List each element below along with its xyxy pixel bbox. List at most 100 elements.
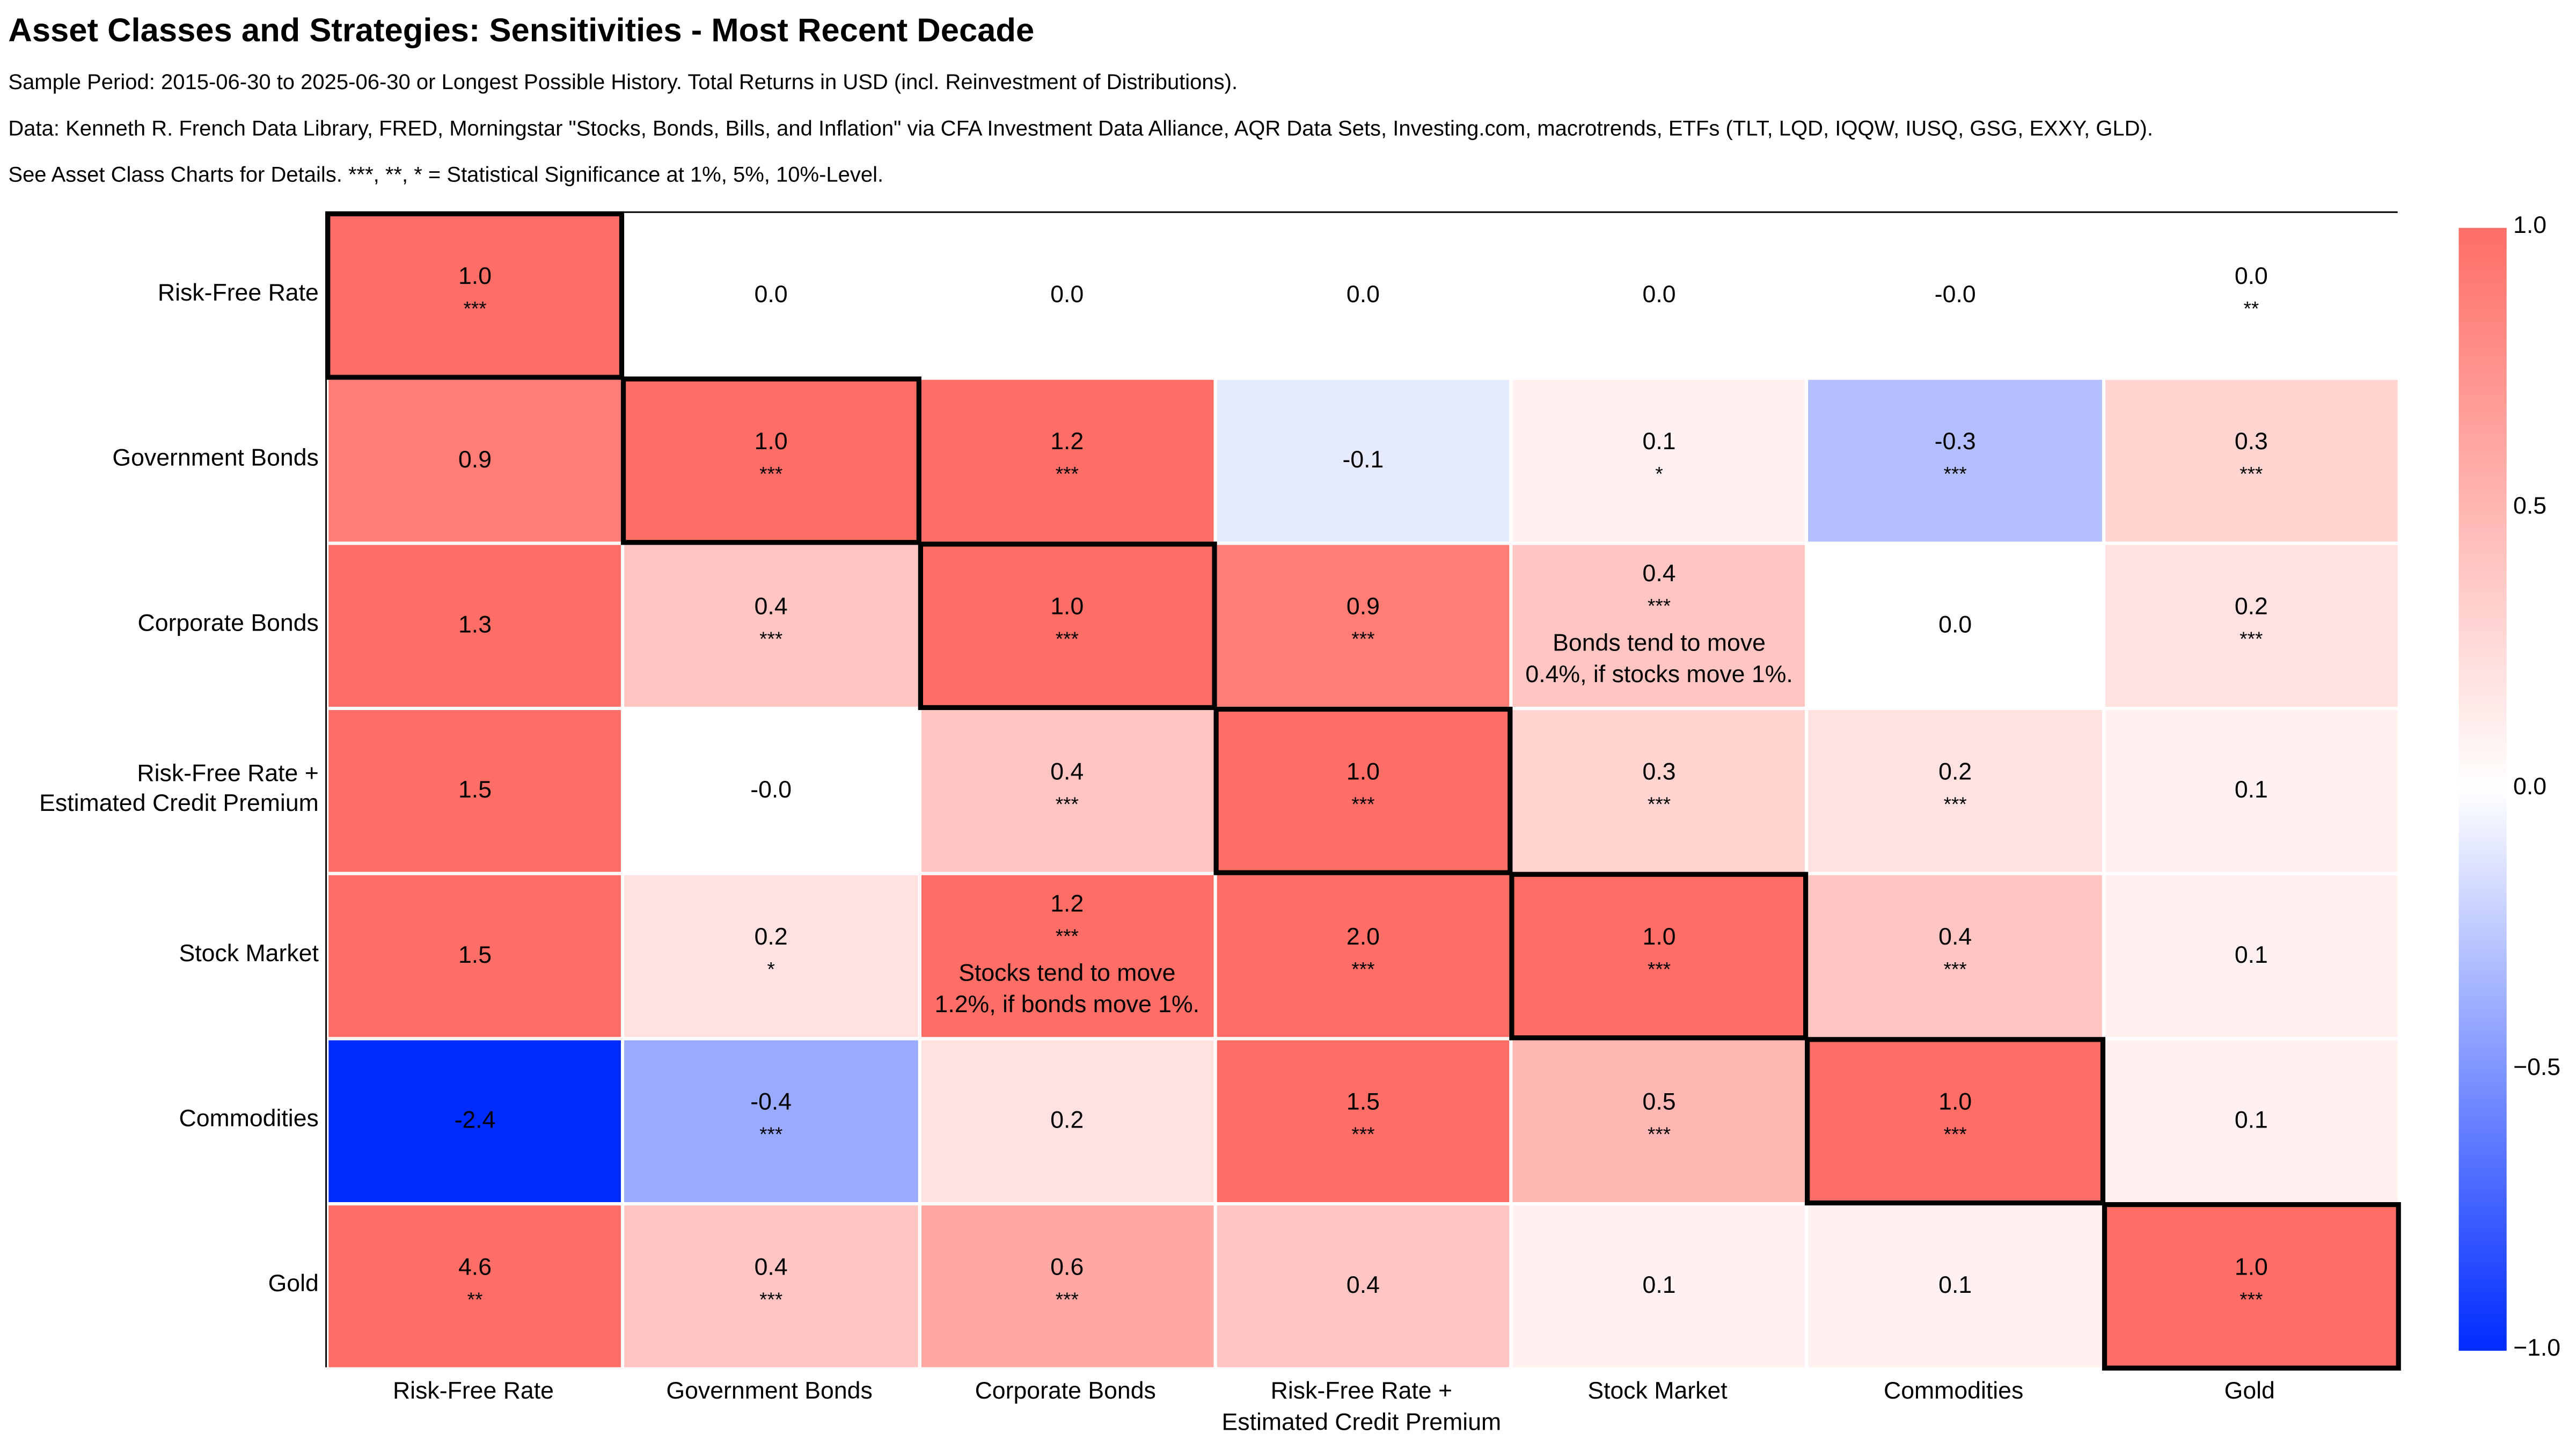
row-label-line: Estimated Credit Premium	[39, 791, 319, 818]
cell-value: 1.5	[458, 942, 492, 970]
colorbar	[2458, 228, 2507, 1351]
colorbar-tick-label: 1.0	[2513, 213, 2547, 240]
cell-value: -0.3	[1934, 429, 1976, 456]
cell-value: 0.1	[1938, 1273, 1972, 1300]
significance-stars: ***	[1943, 792, 1967, 816]
cell-value: 0.2	[1050, 1108, 1084, 1135]
cell-value: 0.4	[754, 1255, 788, 1282]
heatmap-cell: 0.1 *	[1511, 378, 1807, 544]
row-label: Commodities	[0, 1104, 319, 1134]
cell-value: 1.3	[458, 612, 492, 639]
heatmap-cell: 0.0	[919, 213, 1216, 378]
heatmap-cell: 0.5 ***	[1511, 1038, 1807, 1204]
colorbar-tick-label: 0.5	[2513, 493, 2547, 521]
heatmap-cell: 0.6 ***	[919, 1204, 1216, 1369]
column-label-line: Risk-Free Rate +	[1270, 1379, 1453, 1406]
row-label: Risk-Free Rate + Estimated Credit Premium	[0, 759, 319, 819]
cell-value: 0.9	[1346, 594, 1380, 621]
subtitle-data-sources: Data: Kenneth R. French Data Library, FR…	[8, 115, 2153, 141]
significance-stars: ***	[1943, 1123, 1967, 1146]
significance-stars: ***	[463, 297, 487, 320]
cell-value: 0.0	[1938, 612, 1972, 639]
heatmap-cell: 0.4 ***	[623, 543, 919, 708]
subtitle-significance-note: See Asset Class Charts for Details. ***,…	[8, 162, 884, 187]
cell-value: 0.4	[754, 594, 788, 621]
cell-value: 0.0	[1050, 282, 1084, 309]
row-label-line: Stock Market	[179, 941, 319, 968]
cell-value: 0.3	[1642, 759, 1676, 786]
cell-value: 0.1	[2234, 778, 2268, 804]
column-label: Gold	[2102, 1377, 2398, 1408]
cell-value: 0.9	[458, 447, 492, 474]
heatmap-cell: 0.4	[1215, 1204, 1511, 1369]
heatmap-cell: 1.5	[327, 873, 623, 1039]
heatmap-cell: 0.1	[1807, 1204, 2104, 1369]
cell-value: 1.0	[458, 264, 492, 291]
heatmap-cell: 0.1	[2103, 708, 2399, 874]
cell-value: 0.1	[2234, 942, 2268, 970]
row-label-line: Government Bonds	[112, 445, 319, 472]
heatmap-cell: 0.1	[2103, 1038, 2399, 1204]
heatmap-cell: 0.2 ***	[2103, 543, 2399, 708]
significance-stars: ***	[1055, 792, 1079, 816]
row-label: Risk-Free Rate	[0, 279, 319, 309]
heatmap-cell: 1.5 ***	[1215, 1038, 1511, 1204]
cell-value: 0.0	[1642, 282, 1676, 309]
significance-stars: **	[2243, 297, 2259, 320]
cell-value: 0.4	[1938, 925, 1972, 952]
heatmap-cell: 1.2 ***	[919, 378, 1216, 544]
cell-value: -0.0	[1934, 282, 1976, 309]
heatmap-cell: -0.4 ***	[623, 1038, 919, 1204]
row-label-line: Risk-Free Rate	[157, 281, 319, 308]
colorbar-tick-label: 0.0	[2513, 774, 2547, 801]
diagonal-highlight-box	[1805, 1037, 2105, 1206]
cell-annotation: 0.4%, if stocks move 1%.	[1525, 662, 1793, 689]
chart-title: Asset Classes and Strategies: Sensitivit…	[8, 13, 1035, 50]
heatmap-cell: 1.2 *** Stocks tend to move 1.2%, if bonds …	[919, 873, 1216, 1039]
cell-value: 0.2	[1938, 759, 1972, 786]
row-label: Government Bonds	[0, 444, 319, 474]
heatmap-cell: 0.1	[2103, 873, 2399, 1039]
significance-stars: *	[767, 957, 775, 981]
heatmap-cell: 0.3 ***	[2103, 378, 2399, 544]
significance-stars: **	[467, 1287, 483, 1312]
heatmap-cell: -0.0	[623, 708, 919, 874]
significance-stars: ***	[1943, 462, 1967, 486]
column-label-line: Estimated Credit Premium	[1221, 1410, 1502, 1437]
heatmap-cell: 4.6 **	[327, 1204, 623, 1369]
cell-value: 1.2	[1050, 429, 1084, 456]
column-label-line: Corporate Bonds	[975, 1379, 1156, 1406]
column-label-line: Government Bonds	[666, 1379, 873, 1406]
cell-value: 0.1	[2234, 1108, 2268, 1135]
cell-value: 0.2	[2234, 594, 2268, 621]
heatmap-cell: 0.0 **	[2103, 213, 2399, 378]
heatmap-cell: 1.3	[327, 543, 623, 708]
heatmap-cell: 1.0 ***	[2103, 1204, 2399, 1369]
significance-stars: ***	[1648, 957, 1671, 981]
diagonal-highlight-box	[325, 211, 625, 380]
row-label: Stock Market	[0, 940, 319, 969]
heatmap-cell: 0.1	[1511, 1204, 1807, 1369]
cell-value: 0.4	[1642, 561, 1676, 588]
heatmap-cell: 0.4 *** Bonds tend to move 0.4%, if stocks …	[1511, 543, 1807, 708]
significance-stars: ***	[1055, 462, 1079, 486]
significance-stars: ***	[759, 627, 783, 651]
row-label: Corporate Bonds	[0, 609, 319, 639]
cell-value: 0.6	[1050, 1255, 1084, 1282]
cell-annotation: Stocks tend to move	[958, 961, 1176, 987]
significance-stars: ***	[759, 462, 783, 486]
cell-value: 0.1	[1642, 429, 1676, 456]
cell-value: 1.0	[1050, 594, 1084, 621]
heatmap-cell: 1.0 ***	[1807, 1038, 2104, 1204]
cell-value: -0.0	[750, 778, 792, 804]
diagonal-highlight-box	[2101, 1202, 2401, 1371]
significance-stars: ***	[759, 1287, 783, 1312]
heatmap-cell: 0.0	[1807, 543, 2104, 708]
column-label-line: Stock Market	[1587, 1379, 1728, 1406]
column-label-line: Commodities	[1883, 1379, 2024, 1406]
significance-stars: ***	[1648, 594, 1671, 618]
cell-annotation: 1.2%, if bonds move 1%.	[934, 992, 1200, 1019]
heatmap-cell: 0.0	[1215, 213, 1511, 378]
cell-value: 0.4	[1346, 1273, 1380, 1300]
